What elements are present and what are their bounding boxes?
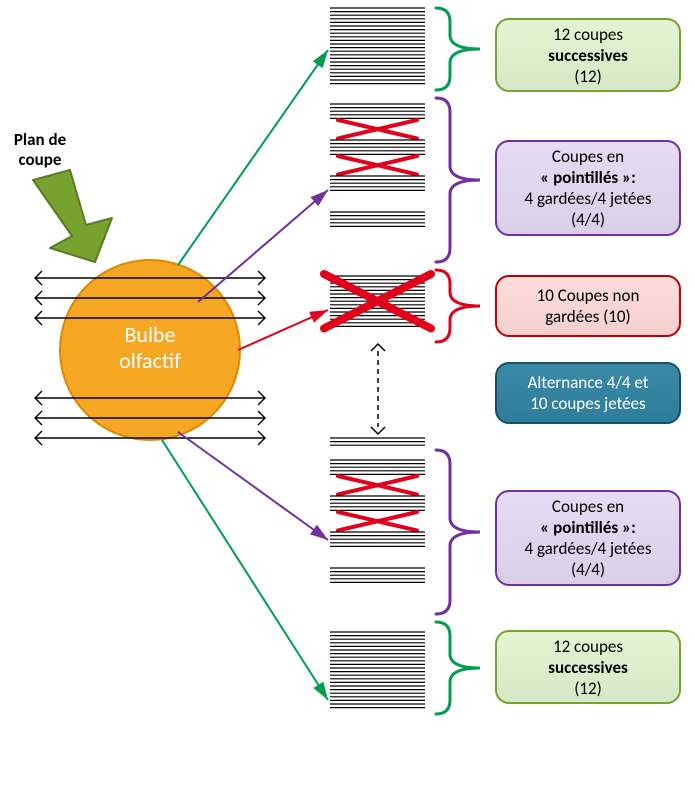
- p-green-top: [178, 50, 328, 265]
- box-ptA: Coupes en« pointillés »:4 gardées/4 jeté…: [495, 140, 681, 236]
- box-top12-line0: 12 coupes: [553, 24, 623, 45]
- box-alt-line0: Alternance 4/4 et: [528, 372, 649, 393]
- box-ptA-line2: 4 gardées/4 jetées: [524, 188, 651, 209]
- brace-bot12: [436, 622, 480, 714]
- bulb-label: Bulbeolfactif: [119, 321, 181, 374]
- stack-mid_ptB: [330, 460, 425, 582]
- box-ptB-line0: Coupes en: [552, 496, 624, 517]
- box-ptB-line3: (4/4): [571, 559, 605, 580]
- plan-label: Plan de coupe: [0, 130, 80, 171]
- stack-bot12: [330, 632, 425, 708]
- alternance-arrow: [371, 344, 385, 434]
- stack-mid_10x: [324, 274, 431, 328]
- box-bot12-line2: (12): [574, 678, 602, 699]
- box-alt: Alternance 4/4 et10 coupes jetées: [495, 362, 681, 424]
- stack-mid_spacer: [330, 438, 425, 445]
- box-ptB-line1: « pointillés »:: [540, 517, 636, 538]
- box-top12-line2: (12): [574, 66, 602, 87]
- box-10x: 10 Coupes nongardées (10): [495, 275, 681, 337]
- brace-top12: [436, 8, 480, 90]
- box-ptA-line0: Coupes en: [552, 146, 624, 167]
- box-top12-line1: successives: [548, 45, 628, 66]
- box-ptB-line2: 4 gardées/4 jetées: [524, 538, 651, 559]
- plan-label-line1: Plan de: [14, 129, 66, 150]
- box-10x-line1: gardées (10): [545, 306, 630, 327]
- stack-mid_ptA: [330, 104, 425, 226]
- p-red-mid: [238, 310, 328, 350]
- box-alt-line1: 10 coupes jetées: [530, 393, 645, 414]
- plan-label-line2: coupe: [19, 149, 62, 170]
- box-bot12-line0: 12 coupes: [553, 636, 623, 657]
- box-bot12-line1: successives: [548, 657, 628, 678]
- brace-ptA: [436, 98, 480, 262]
- box-ptA-line1: « pointillés »:: [540, 167, 636, 188]
- p-green-bot: [162, 440, 328, 700]
- p-purple-bot: [178, 432, 328, 540]
- box-top12: 12 coupessuccessives(12): [495, 18, 681, 92]
- box-ptB: Coupes en« pointillés »:4 gardées/4 jeté…: [495, 490, 681, 586]
- box-bot12: 12 coupessuccessives(12): [495, 630, 681, 704]
- box-ptA-line3: (4/4): [571, 209, 605, 230]
- stack-top12: [330, 8, 425, 84]
- box-10x-line0: 10 Coupes non: [537, 285, 640, 306]
- brace-ptB: [436, 450, 480, 614]
- brace-10x: [436, 270, 480, 342]
- plan-arrow: [33, 170, 112, 262]
